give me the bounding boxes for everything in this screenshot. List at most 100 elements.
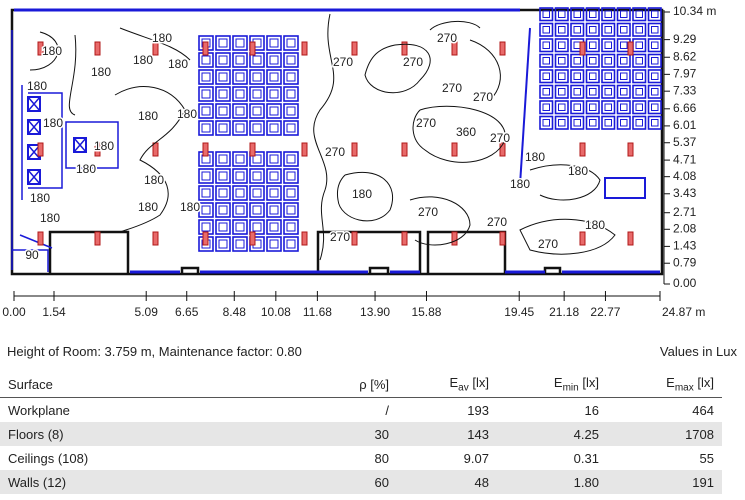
chair-seat xyxy=(559,58,566,65)
chair-seat xyxy=(574,120,581,127)
chair xyxy=(571,101,584,114)
chair xyxy=(284,121,298,135)
chair-seat xyxy=(287,240,295,248)
luminaire xyxy=(352,42,357,55)
isoline-label: 90 xyxy=(25,248,39,262)
chair xyxy=(618,101,631,114)
chair-seat xyxy=(559,73,566,80)
y-tick-label: 2.71 xyxy=(673,205,697,219)
header-cell: ρ [%] xyxy=(276,372,397,398)
chair xyxy=(602,86,615,99)
units-note: Values in Lux xyxy=(660,344,737,359)
chair-seat xyxy=(219,73,227,81)
cabinet-cross xyxy=(28,97,40,111)
chair-seat xyxy=(636,58,643,65)
chair xyxy=(633,101,646,114)
chair xyxy=(571,70,584,83)
isoline-label: 270 xyxy=(538,237,558,251)
chair xyxy=(602,101,615,114)
luminaires xyxy=(38,42,633,245)
y-tick-label: 4.71 xyxy=(673,152,697,166)
cabinet-cross xyxy=(28,170,40,184)
x-tick-label: 22.77 xyxy=(590,305,620,319)
chair xyxy=(284,169,298,183)
chair-seat xyxy=(270,155,278,163)
chair xyxy=(602,70,615,83)
chair xyxy=(649,117,662,130)
chair xyxy=(633,86,646,99)
header-row: Surface ρ [%] Eav [lx] Emin [lx] Emax [l… xyxy=(0,372,722,398)
chair-seat xyxy=(621,27,628,34)
chair-seat xyxy=(253,206,261,214)
table-cell: 191 xyxy=(607,470,722,494)
chair-seat xyxy=(219,189,227,197)
chair xyxy=(267,186,281,200)
chair-seat xyxy=(543,58,550,65)
chair-seat xyxy=(543,27,550,34)
isoline-label: 270 xyxy=(416,116,436,130)
chair xyxy=(540,55,553,68)
chair-seat xyxy=(287,206,295,214)
y-tick-label: 0.79 xyxy=(673,255,697,269)
isoline-label: 270 xyxy=(418,205,438,219)
chair xyxy=(649,70,662,83)
chair-seat xyxy=(236,155,244,163)
table-row: Workplane/19316464 xyxy=(0,398,722,423)
chair xyxy=(587,101,600,114)
chair xyxy=(284,152,298,166)
chair xyxy=(587,70,600,83)
header-unit: [lx] xyxy=(472,375,489,390)
chair xyxy=(618,55,631,68)
y-tick-label: 3.43 xyxy=(673,186,697,200)
chair-seat xyxy=(543,42,550,49)
chair xyxy=(649,55,662,68)
luminaire xyxy=(580,42,585,55)
isoline-label: 180 xyxy=(138,200,158,214)
table-cell: 60 xyxy=(276,470,397,494)
floor-plan: 1801801801801801801801801801801801801801… xyxy=(0,0,745,332)
chair-seat xyxy=(605,73,612,80)
chair-seat xyxy=(202,90,210,98)
chair xyxy=(267,36,281,50)
cabinet-cross xyxy=(74,138,86,152)
chair-seat xyxy=(202,206,210,214)
isoline-label: 180 xyxy=(525,150,545,164)
results-table: Surface ρ [%] Eav [lx] Emin [lx] Emax [l… xyxy=(0,372,722,494)
chair-seat xyxy=(270,56,278,64)
luminaire xyxy=(500,232,505,245)
chair-seat xyxy=(605,42,612,49)
chair xyxy=(233,53,247,67)
chair xyxy=(233,104,247,118)
chair-seat xyxy=(236,73,244,81)
y-tick-label: 6.66 xyxy=(673,101,697,115)
table-cell: 193 xyxy=(397,398,497,423)
chair xyxy=(267,53,281,67)
chair-seat xyxy=(652,11,659,18)
room-info: Height of Room: 3.759 m, Maintenance fac… xyxy=(7,344,302,359)
chair-seat xyxy=(270,39,278,47)
x-tick-label: 19.45 xyxy=(504,305,534,319)
isoline-label: 180 xyxy=(177,107,197,121)
isoline-labels: 1801801801801801801801801801801801801801… xyxy=(25,31,605,262)
isoline-label: 180 xyxy=(91,65,111,79)
chair-seat xyxy=(605,11,612,18)
chair xyxy=(233,237,247,251)
chair-seat xyxy=(236,107,244,115)
chair-seat xyxy=(253,56,261,64)
chair xyxy=(267,169,281,183)
table-cell: 0.31 xyxy=(497,446,607,470)
chair xyxy=(233,70,247,84)
chair-seat xyxy=(253,90,261,98)
luminaire xyxy=(628,232,633,245)
chair-seat xyxy=(236,240,244,248)
chair-seat xyxy=(559,104,566,111)
chair-seat xyxy=(236,172,244,180)
chair xyxy=(199,203,213,217)
x-tick-label: 1.54 xyxy=(42,305,66,319)
chair-seat xyxy=(202,189,210,197)
luminaire xyxy=(302,42,307,55)
y-tick-label: 5.37 xyxy=(673,135,697,149)
chair-seat xyxy=(287,73,295,81)
isoline-label: 270 xyxy=(442,81,462,95)
